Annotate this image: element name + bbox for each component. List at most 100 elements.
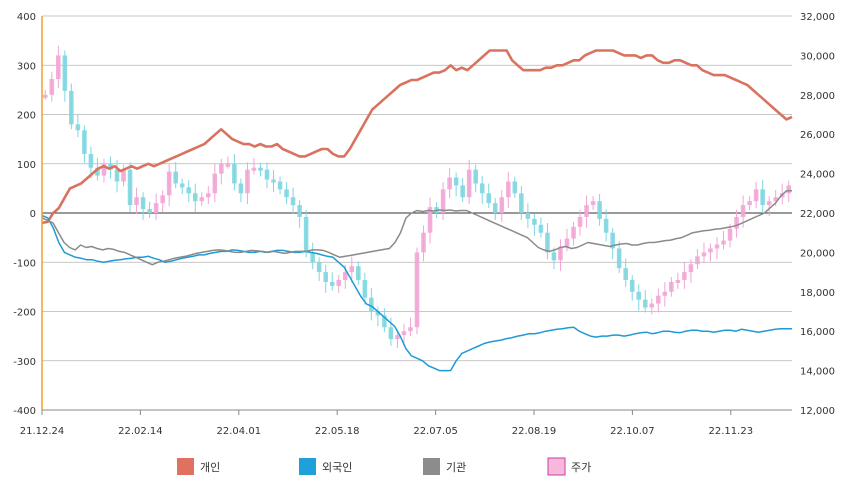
price-candle	[453, 172, 459, 197]
price-candle	[75, 114, 81, 138]
price-candle	[271, 169, 276, 193]
price-candle	[545, 223, 550, 260]
price-candlesticks	[42, 45, 792, 348]
price-candle	[551, 247, 557, 270]
price-candle	[382, 308, 387, 333]
price-candle	[460, 178, 465, 203]
price-candle	[49, 71, 55, 102]
price-candle	[721, 230, 726, 250]
price-candle	[642, 290, 648, 313]
price-candle	[284, 182, 289, 205]
x-tick-label: 22.08.19	[512, 426, 557, 437]
series-line-individual	[41, 49, 793, 225]
legend-label: 기관	[446, 461, 466, 474]
price-candle	[610, 227, 615, 260]
right-tick-label: 28,000	[800, 91, 835, 102]
price-candle	[219, 158, 224, 185]
price-candle	[356, 261, 361, 285]
right-tick-label: 24,000	[800, 170, 835, 181]
left-tick-label: 300	[17, 61, 36, 72]
left-tick-label: -200	[13, 308, 36, 319]
price-candle	[682, 262, 687, 289]
legend-item: 주가	[547, 457, 591, 476]
price-candle	[166, 164, 172, 207]
x-tick-label: 21.12.24	[20, 426, 65, 437]
price-candle	[662, 282, 668, 307]
price-candle	[186, 180, 192, 203]
price-candle	[636, 284, 642, 311]
left-tick-label: -100	[13, 258, 36, 269]
left-tick-label: -400	[13, 406, 36, 417]
left-tick-label: 200	[17, 111, 36, 122]
price-candle	[649, 298, 655, 315]
left-tick-label: -300	[13, 357, 36, 368]
x-tick-label: 22.07.05	[413, 426, 458, 437]
price-candle	[616, 241, 622, 274]
price-candle	[577, 209, 583, 236]
left-axis-ticks: 400 300 200 100 0 -100 -200 -300 -400	[13, 12, 36, 417]
price-candle	[473, 164, 478, 193]
left-tick-label: 0	[30, 209, 36, 220]
legend-swatch	[177, 458, 194, 475]
price-candle	[421, 225, 426, 262]
price-candle	[329, 272, 335, 291]
legend-label: 외국인	[322, 461, 352, 474]
price-candle	[486, 183, 492, 209]
price-candle	[349, 256, 355, 283]
x-tick-label: 22.10.07	[610, 426, 655, 437]
x-tick-label: 22.04.01	[217, 426, 262, 437]
price-candle	[760, 179, 765, 214]
price-candle	[336, 275, 342, 293]
price-candle	[734, 209, 739, 238]
price-candle	[519, 186, 524, 220]
x-tick-label: 22.02.14	[118, 426, 163, 437]
price-candle	[375, 306, 381, 327]
price-candle	[603, 209, 609, 242]
price-candle	[753, 182, 759, 209]
price-candle	[225, 156, 231, 169]
right-tick-label: 32,000	[800, 12, 835, 23]
right-tick-label: 26,000	[800, 130, 835, 141]
price-candle	[323, 264, 328, 293]
price-candle	[258, 162, 263, 177]
price-candle	[134, 187, 139, 214]
price-candle	[303, 209, 309, 258]
price-candle	[708, 243, 713, 262]
price-candle	[297, 200, 302, 228]
price-candle	[101, 158, 107, 183]
price-candle	[127, 162, 133, 213]
price-candle	[479, 176, 485, 205]
legend-item: 개인	[177, 458, 220, 475]
right-tick-label: 12,000	[800, 406, 835, 417]
price-candle	[153, 193, 159, 220]
price-candle	[584, 195, 589, 228]
x-tick-label: 22.11.23	[709, 426, 754, 437]
legend-swatch	[299, 458, 316, 475]
price-candle	[571, 221, 576, 246]
price-candle	[558, 239, 563, 272]
price-candle	[121, 164, 126, 187]
price-candle	[747, 196, 752, 211]
legend-label: 개인	[200, 461, 220, 474]
price-candle	[675, 272, 681, 289]
legend: 개인 외국인 기관 주가	[177, 457, 591, 476]
series-line-institution	[41, 190, 792, 266]
legend-label: 주가	[571, 461, 591, 474]
price-candle	[147, 201, 152, 218]
price-candle	[264, 162, 270, 189]
price-candle	[688, 259, 694, 283]
price-candle	[290, 187, 296, 214]
price-candle	[629, 275, 635, 301]
price-candle	[232, 154, 237, 191]
price-candle	[414, 247, 420, 335]
price-candle	[238, 178, 244, 203]
price-candle	[179, 178, 185, 195]
price-candle	[538, 217, 544, 238]
price-candle	[251, 158, 257, 175]
price-candle	[590, 196, 596, 211]
price-candle	[245, 162, 250, 205]
price-candle	[447, 167, 452, 199]
price-candle	[669, 277, 674, 297]
price-candle	[362, 272, 368, 305]
